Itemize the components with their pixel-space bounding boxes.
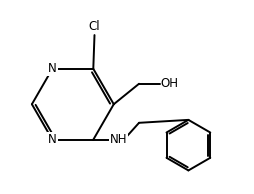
Text: NH: NH: [110, 133, 127, 146]
Text: OH: OH: [161, 77, 179, 90]
Text: Cl: Cl: [89, 20, 100, 33]
Text: N: N: [48, 62, 57, 75]
Text: N: N: [48, 133, 57, 146]
